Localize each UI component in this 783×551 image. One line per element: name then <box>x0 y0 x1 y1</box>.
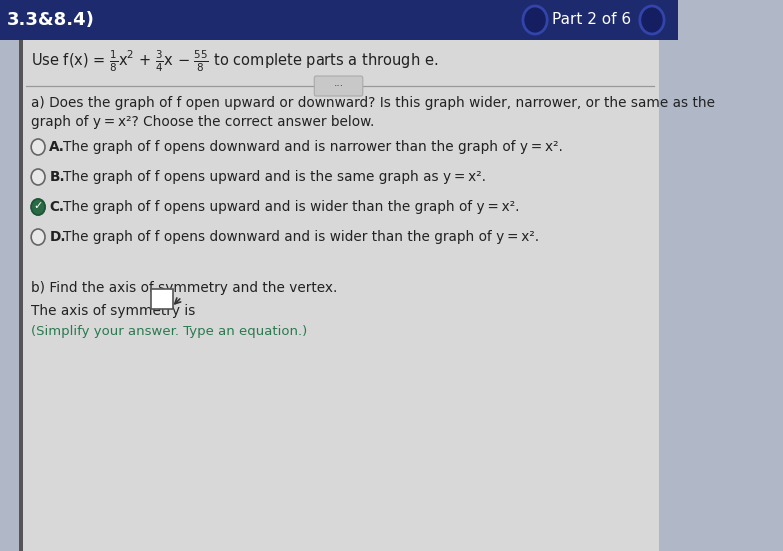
Text: B.: B. <box>49 170 65 184</box>
Text: D.: D. <box>49 230 66 244</box>
FancyBboxPatch shape <box>0 0 678 40</box>
Text: The graph of f opens downward and is narrower than the graph of y = x².: The graph of f opens downward and is nar… <box>63 140 563 154</box>
Text: (Simplify your answer. Type an equation.): (Simplify your answer. Type an equation.… <box>31 325 308 338</box>
Text: graph of y = x²? Choose the correct answer below.: graph of y = x²? Choose the correct answ… <box>31 115 374 129</box>
Circle shape <box>31 229 45 245</box>
Circle shape <box>31 199 45 215</box>
FancyBboxPatch shape <box>19 40 23 551</box>
Text: a) Does the graph of f open upward or downward? Is this graph wider, narrower, o: a) Does the graph of f open upward or do… <box>31 96 715 110</box>
Text: Part 2 of 6: Part 2 of 6 <box>552 13 632 28</box>
Text: The graph of f opens downward and is wider than the graph of y = x².: The graph of f opens downward and is wid… <box>63 230 539 244</box>
Text: 3.3&8.4): 3.3&8.4) <box>7 11 95 29</box>
Text: Use f(x) = $\frac{1}{8}$x$^2$ + $\frac{3}{4}$x $-$ $\frac{55}{8}$ to complete pa: Use f(x) = $\frac{1}{8}$x$^2$ + $\frac{3… <box>31 48 438 74</box>
Circle shape <box>640 6 664 34</box>
Circle shape <box>31 169 45 185</box>
Text: ···: ··· <box>334 81 344 91</box>
FancyBboxPatch shape <box>150 289 173 309</box>
Circle shape <box>31 199 45 215</box>
Circle shape <box>31 139 45 155</box>
Text: b) Find the axis of symmetry and the vertex.: b) Find the axis of symmetry and the ver… <box>31 281 337 295</box>
Text: ✓: ✓ <box>34 202 43 212</box>
Text: C.: C. <box>49 200 64 214</box>
Text: A.: A. <box>49 140 65 154</box>
FancyBboxPatch shape <box>19 40 659 551</box>
Text: The graph of f opens upward and is the same graph as y = x².: The graph of f opens upward and is the s… <box>63 170 486 184</box>
Text: The axis of symmetry is: The axis of symmetry is <box>31 304 196 318</box>
Circle shape <box>523 6 547 34</box>
Text: The graph of f opens upward and is wider than the graph of y = x².: The graph of f opens upward and is wider… <box>63 200 520 214</box>
FancyBboxPatch shape <box>314 76 363 96</box>
